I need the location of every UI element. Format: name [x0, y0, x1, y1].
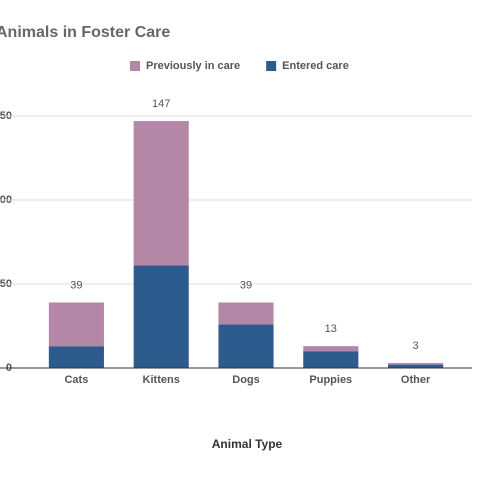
x-tick-label: Kittens [143, 374, 180, 386]
legend-swatch [266, 61, 277, 71]
legend-label: Entered care [282, 60, 349, 72]
total-label: 147 [152, 98, 170, 110]
bar-segment [303, 346, 359, 352]
total-label: 13 [325, 323, 337, 335]
total-label: 39 [70, 279, 82, 291]
legend-swatch [130, 61, 140, 71]
x-axis-title: Animal Type [212, 437, 283, 451]
total-label: 3 [413, 340, 419, 352]
bar-segment [218, 302, 274, 325]
bar-segment [303, 351, 359, 368]
bar-segment [48, 302, 104, 347]
legend-label: Previously in care [146, 60, 240, 72]
x-tick-label: Dogs [232, 374, 260, 386]
bar-segment [133, 265, 189, 368]
x-tick-label: Puppies [309, 374, 352, 386]
bar-segment [388, 362, 444, 365]
bar-segment [388, 364, 444, 368]
bar-segment [133, 121, 189, 266]
bar-segment [218, 324, 274, 368]
total-label: 39 [240, 279, 252, 291]
chart-title: Animals in Foster Care [0, 24, 170, 41]
bar-segment [48, 346, 104, 368]
x-tick-label: Cats [64, 374, 88, 386]
x-tick-label: Other [401, 374, 431, 386]
